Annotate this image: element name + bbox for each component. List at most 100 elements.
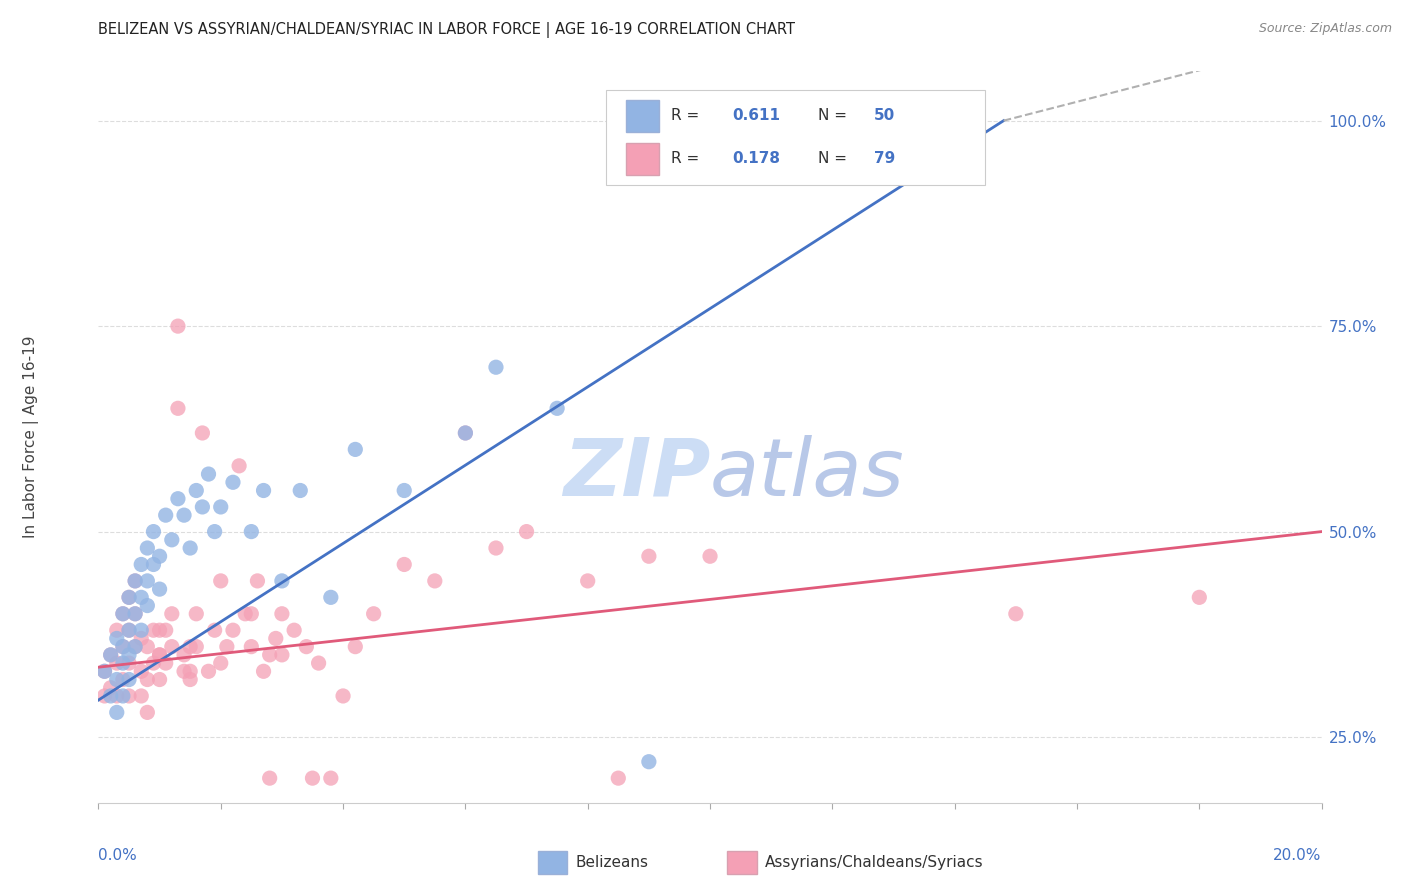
Point bbox=[118, 624, 141, 638]
Point bbox=[149, 549, 172, 564]
Point bbox=[546, 401, 568, 416]
Point bbox=[363, 607, 385, 621]
Point bbox=[111, 673, 134, 687]
Text: Belizeans: Belizeans bbox=[575, 855, 648, 871]
Text: N =: N = bbox=[818, 151, 852, 166]
Point bbox=[191, 425, 214, 440]
Text: ZIP: ZIP bbox=[562, 434, 710, 513]
Point bbox=[142, 624, 165, 638]
Point bbox=[186, 607, 208, 621]
Point bbox=[301, 771, 323, 785]
FancyBboxPatch shape bbox=[606, 90, 986, 185]
Point bbox=[454, 425, 477, 440]
Point bbox=[259, 648, 281, 662]
Point bbox=[259, 771, 281, 785]
Point bbox=[332, 689, 354, 703]
Point bbox=[105, 656, 128, 670]
Point bbox=[118, 591, 141, 605]
Point bbox=[197, 467, 219, 481]
Point bbox=[136, 541, 159, 555]
Point bbox=[124, 640, 146, 654]
Point bbox=[129, 624, 152, 638]
Point bbox=[290, 483, 312, 498]
Text: R =: R = bbox=[671, 108, 704, 123]
Point bbox=[252, 665, 274, 679]
Point bbox=[344, 442, 367, 457]
Point bbox=[485, 541, 508, 555]
Point bbox=[179, 665, 201, 679]
Point bbox=[308, 656, 330, 670]
Point bbox=[142, 558, 165, 572]
Point bbox=[149, 673, 172, 687]
Point bbox=[111, 607, 134, 621]
Point bbox=[124, 607, 146, 621]
Point bbox=[105, 632, 128, 646]
Point bbox=[93, 689, 115, 703]
Point bbox=[160, 533, 183, 547]
Text: 0.178: 0.178 bbox=[733, 151, 780, 166]
Point bbox=[204, 524, 226, 539]
Point bbox=[111, 607, 134, 621]
Point bbox=[129, 665, 152, 679]
Point bbox=[179, 541, 201, 555]
Point bbox=[149, 648, 172, 662]
Point bbox=[155, 624, 177, 638]
Point bbox=[100, 689, 122, 703]
Point bbox=[1188, 591, 1211, 605]
Point bbox=[179, 673, 201, 687]
Point bbox=[173, 648, 195, 662]
Point bbox=[668, 886, 690, 892]
Point bbox=[270, 574, 292, 588]
Text: 50: 50 bbox=[875, 108, 896, 123]
Point bbox=[167, 319, 190, 334]
Point bbox=[111, 640, 134, 654]
Point bbox=[136, 640, 159, 654]
Point bbox=[454, 425, 477, 440]
Point bbox=[111, 640, 134, 654]
Point bbox=[100, 681, 122, 695]
Text: Source: ZipAtlas.com: Source: ZipAtlas.com bbox=[1258, 22, 1392, 36]
Point bbox=[319, 591, 342, 605]
Text: atlas: atlas bbox=[710, 434, 905, 513]
Point bbox=[155, 656, 177, 670]
Point bbox=[392, 558, 416, 572]
Point bbox=[319, 771, 342, 785]
Point bbox=[105, 706, 128, 720]
Point bbox=[423, 574, 446, 588]
Point bbox=[149, 648, 172, 662]
Point bbox=[136, 673, 159, 687]
Point bbox=[118, 673, 141, 687]
Point bbox=[142, 524, 165, 539]
Point bbox=[485, 360, 508, 375]
Point bbox=[516, 524, 538, 539]
Point bbox=[186, 483, 208, 498]
Point bbox=[699, 549, 721, 564]
Point bbox=[118, 656, 141, 670]
Point bbox=[129, 558, 152, 572]
Point bbox=[167, 491, 190, 506]
Point bbox=[240, 524, 263, 539]
Point bbox=[637, 755, 661, 769]
Point bbox=[173, 665, 195, 679]
Point bbox=[129, 632, 152, 646]
Point bbox=[111, 689, 134, 703]
FancyBboxPatch shape bbox=[727, 851, 756, 874]
Point bbox=[392, 483, 416, 498]
Point bbox=[93, 665, 115, 679]
Point bbox=[209, 500, 232, 514]
Point bbox=[173, 508, 195, 523]
FancyBboxPatch shape bbox=[537, 851, 567, 874]
Point bbox=[124, 574, 146, 588]
Point bbox=[576, 574, 599, 588]
Point bbox=[209, 656, 232, 670]
Point bbox=[142, 656, 165, 670]
Point bbox=[270, 648, 292, 662]
Point bbox=[167, 401, 190, 416]
Text: 0.611: 0.611 bbox=[733, 108, 780, 123]
Point bbox=[264, 632, 287, 646]
Point bbox=[637, 549, 661, 564]
Point bbox=[215, 640, 238, 654]
Point bbox=[344, 640, 367, 654]
Text: 0.0%: 0.0% bbox=[98, 848, 138, 863]
Point bbox=[105, 689, 128, 703]
